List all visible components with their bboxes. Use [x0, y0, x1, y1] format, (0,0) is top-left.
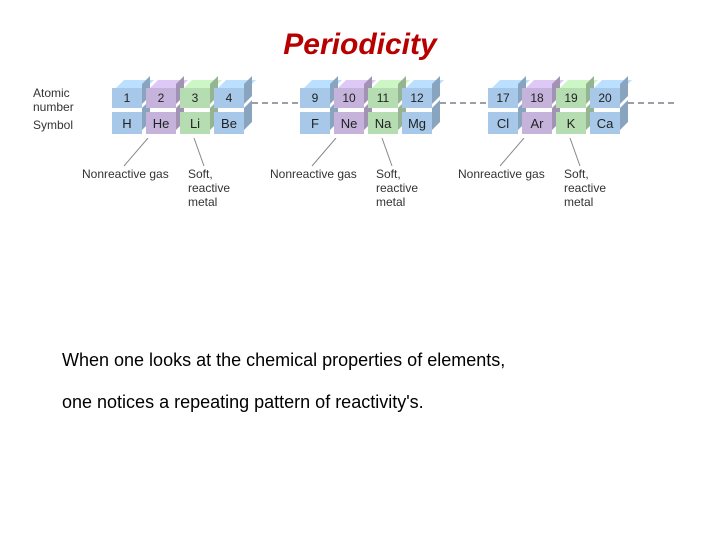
- symbol-label: Symbol: [33, 118, 73, 132]
- body-line-2: one notices a repeating pattern of react…: [62, 392, 424, 413]
- page-title: Periodicity: [0, 28, 720, 62]
- callout-soft-reactive-metal: Soft, reactive metal: [188, 168, 230, 209]
- dash-connector: [628, 102, 674, 104]
- callout-nonreactive-gas: Nonreactive gas: [82, 168, 169, 182]
- callout-soft-reactive-metal: Soft, reactive metal: [376, 168, 418, 209]
- dash-connector: [252, 102, 298, 104]
- atomic-number-label: Atomic number: [33, 86, 74, 114]
- pointer-line: [554, 138, 594, 168]
- periodicity-diagram: Atomic number Symbol 1H2He3Li4Be9F10Ne11…: [38, 88, 682, 258]
- pointer-line: [178, 138, 218, 168]
- callout-nonreactive-gas: Nonreactive gas: [270, 168, 357, 182]
- callout-soft-reactive-metal: Soft, reactive metal: [564, 168, 606, 209]
- pointer-line: [366, 138, 406, 168]
- callout-nonreactive-gas: Nonreactive gas: [458, 168, 545, 182]
- body-line-1: When one looks at the chemical propertie…: [62, 350, 505, 371]
- dash-connector: [440, 102, 486, 104]
